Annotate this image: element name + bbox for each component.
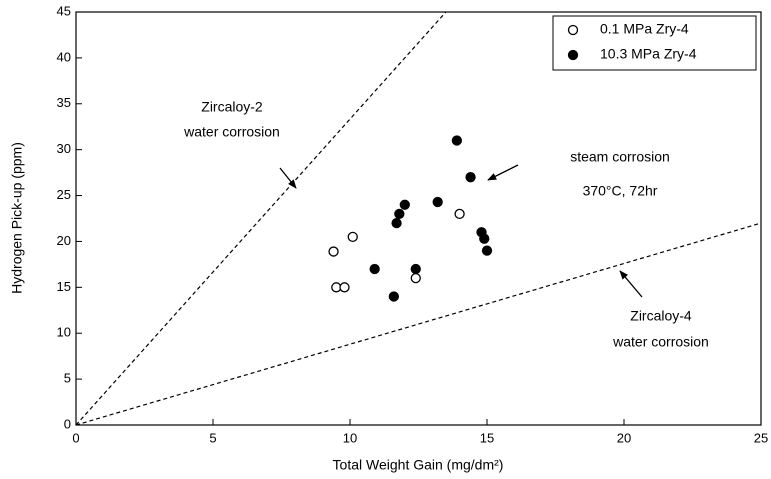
annotation: 370°C, 72hr <box>583 183 658 199</box>
data-point <box>399 199 410 210</box>
annotation: water corrosion <box>612 334 709 350</box>
legend-label: 10.3 MPa Zry-4 <box>600 46 697 62</box>
annotation-arrow <box>487 164 519 181</box>
plot-frame <box>75 11 762 426</box>
legend-label: 0.1 MPa Zry-4 <box>600 21 689 37</box>
data-point <box>394 208 405 220</box>
data-point <box>432 196 443 208</box>
y-tick-label: 15 <box>57 279 71 294</box>
x-tick-label: 15 <box>480 430 494 445</box>
y-tick-label: 5 <box>64 371 71 386</box>
data-point <box>388 291 399 302</box>
y-tick-label: 20 <box>57 233 71 248</box>
y-tick-label: 0 <box>64 416 71 431</box>
data-point <box>410 263 421 275</box>
reference-line <box>76 222 761 425</box>
data-point <box>454 208 465 220</box>
legend-marker <box>567 49 579 61</box>
data-point <box>339 282 350 293</box>
x-tick-label: 10 <box>343 430 357 445</box>
x-tick-label: 20 <box>617 430 631 445</box>
data-point <box>391 217 402 229</box>
y-axis-label: Hydrogen Pick-up (ppm) <box>9 142 25 294</box>
y-tick-label: 25 <box>57 187 71 202</box>
data-point <box>328 246 339 257</box>
y-tick-label: 35 <box>57 95 71 110</box>
annotation: water corrosion <box>183 124 280 140</box>
y-tick-label: 30 <box>57 141 71 156</box>
data-point <box>451 135 463 146</box>
annotation-arrow <box>279 167 297 189</box>
x-tick-label: 5 <box>209 430 216 445</box>
annotation: Zircaloy-4 <box>630 308 692 324</box>
x-axis-label: Total Weight Gain (mg/dm²) <box>333 457 504 473</box>
data-point <box>369 263 380 275</box>
data-point <box>347 231 358 243</box>
x-tick-label: 0 <box>72 430 79 445</box>
reference-line <box>76 12 447 425</box>
data-point <box>481 245 493 256</box>
legend-marker <box>567 24 579 36</box>
data-point <box>410 273 421 284</box>
y-tick-label: 45 <box>57 3 71 18</box>
annotation: Zircaloy-2 <box>201 99 263 115</box>
annotation-arrow <box>619 270 643 298</box>
data-point <box>479 233 490 244</box>
data-point <box>465 172 476 183</box>
annotation: steam corrosion <box>570 149 670 165</box>
y-tick-label: 10 <box>57 325 71 340</box>
x-tick-label: 25 <box>754 430 768 445</box>
legend-box <box>552 15 757 71</box>
y-tick-label: 40 <box>57 49 71 64</box>
